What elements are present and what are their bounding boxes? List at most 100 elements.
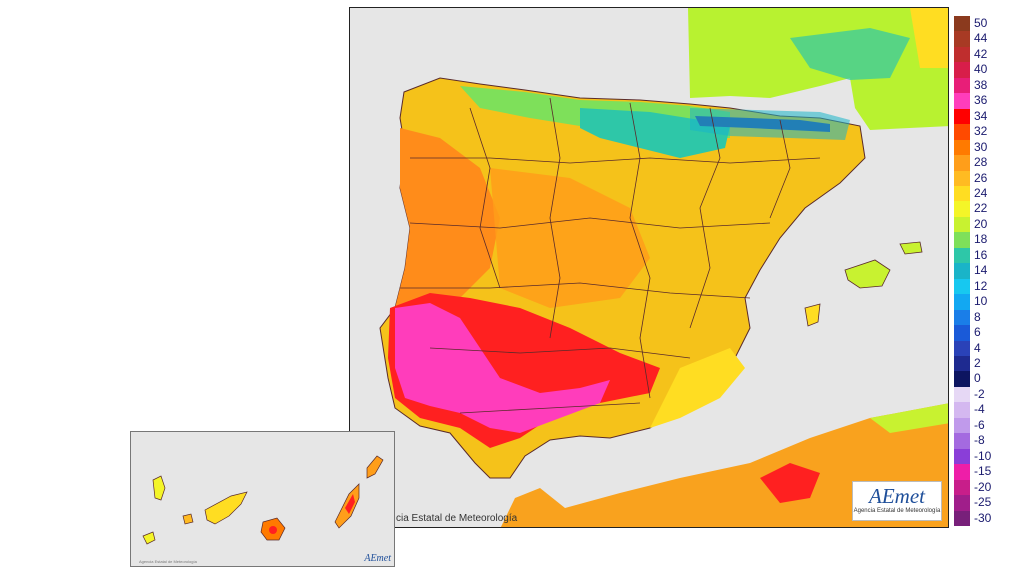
- legend-entry: 44: [954, 31, 1014, 47]
- fuerteventura-hot: [345, 494, 355, 514]
- legend-swatch: [954, 77, 970, 94]
- map-graphic: [379, 8, 948, 527]
- legend-swatch: [954, 31, 970, 47]
- legend-label: 40: [974, 62, 988, 77]
- legend-label: 34: [974, 108, 988, 123]
- legend-label: 50: [974, 16, 988, 30]
- legend-swatch: [954, 170, 970, 186]
- legend-swatch: [954, 139, 970, 156]
- legend-label: -20: [974, 479, 992, 494]
- legend-entry: 20: [954, 216, 1014, 233]
- legend-label: -6: [974, 417, 985, 432]
- canary-graphic: [142, 455, 384, 545]
- legend-entry: -10: [954, 448, 1014, 465]
- mallorca: [844, 259, 891, 289]
- legend-label: -10: [974, 448, 992, 463]
- legend-swatch: [954, 371, 970, 387]
- credit-text: cia Estatal de Meteorología: [396, 513, 518, 524]
- legend-label: 8: [974, 309, 981, 324]
- legend-swatch: [954, 479, 970, 496]
- legend-swatch: [954, 402, 970, 418]
- legend-swatch: [954, 309, 970, 326]
- southeast-coast: [650, 348, 745, 428]
- logo-subtitle: Agencia Estatal de Meteorología: [853, 508, 941, 514]
- legend-entry: 6: [954, 325, 1014, 341]
- legend-swatch: [954, 510, 970, 526]
- pyrenees-cool: [690, 108, 850, 140]
- legend-label: -4: [974, 402, 985, 417]
- legend-entry: 18: [954, 232, 1014, 248]
- ibiza: [804, 303, 821, 327]
- la-gomera: [182, 513, 194, 525]
- legend-entry: 40: [954, 62, 1014, 78]
- legend-swatch: [954, 495, 970, 511]
- legend-entry: 30: [954, 139, 1014, 156]
- legend-label: -8: [974, 433, 985, 448]
- legend-label: 12: [974, 278, 988, 293]
- legend-label: 16: [974, 247, 988, 262]
- legend-swatch: [954, 386, 970, 403]
- legend-label: 28: [974, 155, 988, 170]
- canary-credit: Agencia Estatal de Meteorología: [139, 559, 197, 564]
- legend-entry: 26: [954, 170, 1014, 186]
- legend-swatch: [954, 16, 970, 32]
- legend-swatch: [954, 433, 970, 449]
- el-hierro: [142, 531, 156, 545]
- legend-label: -30: [974, 510, 992, 525]
- legend-entry: -2: [954, 386, 1014, 403]
- legend-entry: 0: [954, 371, 1014, 387]
- legend-label: 22: [974, 201, 988, 216]
- legend-label: 38: [974, 77, 988, 92]
- legend-swatch: [954, 216, 970, 233]
- tenerife: [204, 491, 248, 525]
- legend-label: 26: [974, 170, 988, 185]
- legend-entry: 42: [954, 46, 1014, 63]
- gran-canaria-hot: [269, 526, 277, 534]
- legend-entry: 12: [954, 278, 1014, 295]
- legend-swatch: [954, 46, 970, 63]
- menorca: [899, 241, 923, 255]
- central-warm: [490, 168, 650, 308]
- legend-swatch: [954, 93, 970, 109]
- legend-label: -25: [974, 495, 992, 510]
- legend-entry: 8: [954, 309, 1014, 326]
- temperature-legend: 50 44 42 40 38 36 34 32 30 28 26 24 22 20 18 16 14 12 10 8 6…: [954, 16, 1014, 526]
- legend-entry: 50: [954, 16, 1014, 32]
- france-east: [910, 8, 948, 68]
- legend-entry: -20: [954, 479, 1014, 496]
- legend-swatch: [954, 108, 970, 125]
- west-coast-warm: [395, 128, 500, 308]
- legend-swatch: [954, 155, 970, 171]
- canary-aemet-logo: AEmet: [364, 553, 391, 564]
- legend-label: -15: [974, 464, 992, 479]
- legend-label: 30: [974, 139, 988, 154]
- legend-label: 2: [974, 356, 981, 370]
- legend-label: -2: [974, 386, 985, 401]
- legend-entry: -25: [954, 495, 1014, 511]
- canary-islands-inset: Agencia Estatal de Meteorología AEmet: [130, 431, 395, 567]
- lanzarote: [366, 455, 384, 479]
- legend-label: 20: [974, 216, 988, 231]
- legend-swatch: [954, 464, 970, 480]
- legend-swatch: [954, 201, 970, 217]
- legend-entry: -30: [954, 510, 1014, 526]
- africa-coast-cool: [870, 403, 948, 433]
- legend-swatch: [954, 247, 970, 264]
- legend-label: 18: [974, 232, 988, 247]
- legend-swatch: [954, 325, 970, 341]
- legend-swatch: [954, 448, 970, 465]
- legend-label: 14: [974, 263, 988, 278]
- africa-hot-spot: [760, 463, 820, 503]
- legend-label: 0: [974, 371, 981, 386]
- legend-entry: 34: [954, 108, 1014, 125]
- legend-swatch: [954, 124, 970, 140]
- legend-entry: -15: [954, 464, 1014, 480]
- la-palma: [152, 475, 166, 501]
- legend-entry: 38: [954, 77, 1014, 94]
- legend-entry: -8: [954, 433, 1014, 449]
- legend-swatch: [954, 340, 970, 356]
- legend-entry: 4: [954, 340, 1014, 356]
- legend-entry: 24: [954, 186, 1014, 202]
- legend-entry: 28: [954, 155, 1014, 171]
- legend-label: 24: [974, 186, 988, 200]
